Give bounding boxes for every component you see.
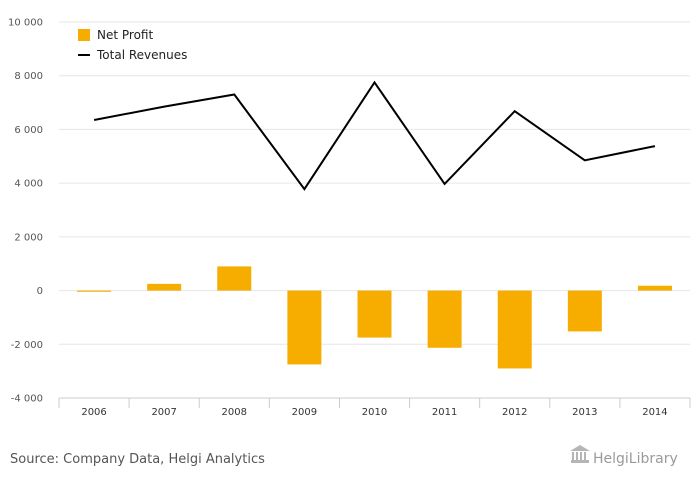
y-tick-label: 6 000 <box>14 125 43 136</box>
x-tick-label: 2009 <box>292 407 317 418</box>
x-tick-label: 2011 <box>432 407 457 418</box>
x-tick-label: 2012 <box>502 407 527 418</box>
y-tick-label: 8 000 <box>14 71 43 82</box>
total-revenues-line-group <box>91 79 658 192</box>
y-tick-label: 10 000 <box>8 18 43 29</box>
total-revenues-point[interactable] <box>161 104 167 110</box>
total-revenues-point[interactable] <box>582 157 588 163</box>
library-building-icon <box>570 445 590 463</box>
total-revenues-line[interactable] <box>93 80 656 191</box>
y-axis-ticks: 10 000 8 000 6 000 4 000 2 000 0 -2 000 -4 000 <box>8 18 43 405</box>
legend-label-net-profit: Net Profit <box>97 28 153 42</box>
x-tick-label: 2010 <box>362 407 387 418</box>
total-revenues-point[interactable] <box>231 92 237 98</box>
x-tick-label: 2007 <box>151 407 176 418</box>
y-tick-label: -2 000 <box>11 340 43 351</box>
total-revenues-point[interactable] <box>512 108 518 114</box>
net-profit-bar[interactable] <box>497 290 532 369</box>
x-axis: 2006 2007 2008 2009 2010 2011 2012 2013 2014 <box>58 397 691 418</box>
legend-item-net-profit[interactable]: Net Profit <box>78 28 153 42</box>
net-profit-bar[interactable] <box>217 266 252 291</box>
source-note: Source: Company Data, Helgi Analytics <box>10 452 265 467</box>
y-tick-label: 2 000 <box>14 232 43 243</box>
legend-swatch-net-profit <box>78 29 90 41</box>
x-tick-label: 2008 <box>222 407 247 418</box>
helgi-library-logo[interactable]: HelgiLibrary <box>570 445 678 467</box>
net-profit-bar[interactable] <box>77 290 112 292</box>
total-revenues-point[interactable] <box>301 186 307 192</box>
logo-text: HelgiLibrary <box>593 451 678 467</box>
net-profit-bar[interactable] <box>427 290 462 348</box>
y-tick-label: 4 000 <box>14 179 43 190</box>
net-profit-bar[interactable] <box>637 285 672 291</box>
y-tick-label: 0 <box>37 286 43 297</box>
y-tick-label: -4 000 <box>11 394 43 405</box>
net-profit-bar[interactable] <box>287 290 322 365</box>
net-profit-bar[interactable] <box>147 283 182 291</box>
net-profit-bar[interactable] <box>357 290 392 338</box>
gridlines <box>59 21 690 399</box>
net-profit-bar[interactable] <box>567 290 602 332</box>
net-profit-bars <box>77 266 672 369</box>
x-tick-label: 2006 <box>81 407 106 418</box>
x-tick-label: 2014 <box>642 407 667 418</box>
total-revenues-point[interactable] <box>372 79 378 85</box>
legend-label-total-revenues: Total Revenues <box>96 48 187 62</box>
legend-item-total-revenues[interactable]: Total Revenues <box>78 48 187 62</box>
total-revenues-point[interactable] <box>91 117 97 123</box>
x-tick-label: 2013 <box>572 407 597 418</box>
total-revenues-point[interactable] <box>442 181 448 187</box>
total-revenues-point[interactable] <box>652 143 658 149</box>
legend[interactable]: Net Profit Total Revenues <box>78 28 187 62</box>
